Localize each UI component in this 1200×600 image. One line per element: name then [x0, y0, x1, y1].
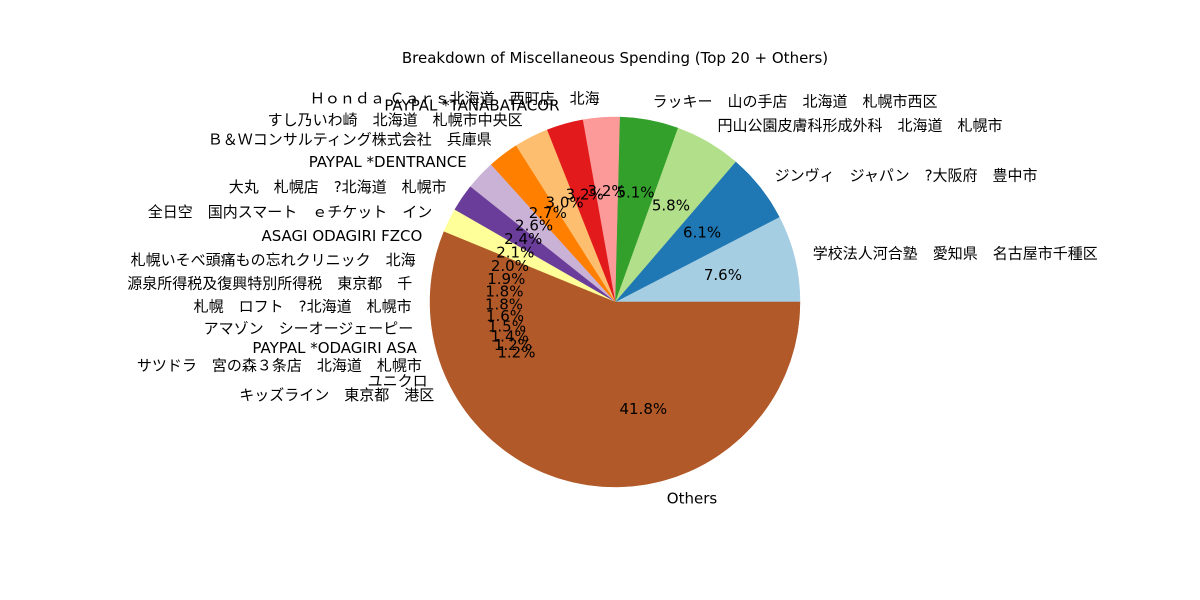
- slice-label: ラッキー 山の手店 北海道 札幌市西区: [653, 93, 938, 111]
- slice-label: 全日空 国内スマート ｅチケット イン: [148, 203, 433, 221]
- slice-label: Ｈｏｎｄａ Ｃａｒｓ北海道 西町店 北海: [310, 90, 600, 108]
- percent-label: 41.8%: [619, 400, 667, 418]
- percent-label: 3.2%: [588, 182, 626, 200]
- percent-label: 2.7%: [529, 204, 567, 222]
- slice-label: キッズライン 東京都 港区: [239, 386, 434, 404]
- slice-label: 円山公園皮膚科形成外科 北海道 札幌市: [718, 117, 1003, 135]
- slice-label: Others: [667, 489, 718, 507]
- percent-label: 2.0%: [491, 257, 529, 275]
- slice-label: 源泉所得税及復興特別所得税 東京都 千: [127, 275, 412, 293]
- pie-slice: [453, 301, 801, 488]
- slice-label: サツドラ 宮の森３条店 北海道 札幌市: [137, 357, 422, 375]
- percent-label: 5.1%: [616, 183, 654, 201]
- slice-label: PAYPAL *TANABATACOR: [384, 97, 559, 115]
- percent-label: 1.9%: [487, 270, 525, 288]
- slice-label: 札幌 ロフト ?北海道 札幌市: [194, 298, 412, 316]
- percent-labels: 7.6%6.1%5.8%5.1%3.2%3.2%3.0%2.7%2.6%2.4%…: [485, 182, 742, 418]
- slice-label: 学校法人河合塾 愛知県 名古屋市千種区: [813, 244, 1098, 262]
- percent-label: 1.8%: [485, 283, 523, 301]
- slice-label: ユニクロ: [368, 372, 428, 390]
- percent-label: 1.2%: [497, 344, 535, 362]
- slice-label: 札幌いそべ頭痛もの忘れクリニック 北海: [131, 251, 416, 269]
- slice-labels: 学校法人河合塾 愛知県 名古屋市千種区 ジンヴィ ジャパン ?大阪府 豊中市 円山公…: [127, 90, 1097, 508]
- slice-label: アマゾン シーオージェーピー: [204, 319, 414, 337]
- percent-label: 2.4%: [504, 230, 542, 248]
- slice-label: ジンヴィ ジャパン ?大阪府 豊中市: [775, 166, 1038, 184]
- slice-label: ASAGI ODAGIRI FZCO: [261, 227, 422, 245]
- percent-label: 3.2%: [566, 186, 604, 204]
- percent-label: 2.6%: [515, 217, 553, 235]
- slice-label: Ｂ＆Ｗコンサルティング株式会社 兵庫県: [208, 131, 492, 149]
- slice-label: PAYPAL *ODAGIRI ASA: [252, 339, 417, 357]
- slice-label: すし乃いわ崎 北海道 札幌市中央区: [268, 111, 523, 129]
- percent-label: 1.4%: [491, 328, 529, 346]
- percent-label: 5.8%: [652, 197, 690, 215]
- slice-label: 大丸 札幌店 ?北海道 札幌市: [229, 178, 447, 196]
- percent-label: 6.1%: [683, 224, 721, 242]
- percent-label: 1.5%: [488, 318, 526, 336]
- slice-label: PAYPAL *DENTRANCE: [309, 153, 467, 171]
- percent-label: 2.1%: [496, 244, 534, 262]
- percent-label: 1.2%: [494, 336, 532, 354]
- percent-label: 3.0%: [546, 194, 584, 212]
- percent-label: 1.8%: [485, 295, 523, 313]
- chart-title: Breakdown of Miscellaneous Spending (Top…: [402, 49, 828, 67]
- percent-label: 1.6%: [486, 307, 524, 325]
- pie-slices: [429, 116, 801, 488]
- percent-label: 7.6%: [704, 266, 742, 284]
